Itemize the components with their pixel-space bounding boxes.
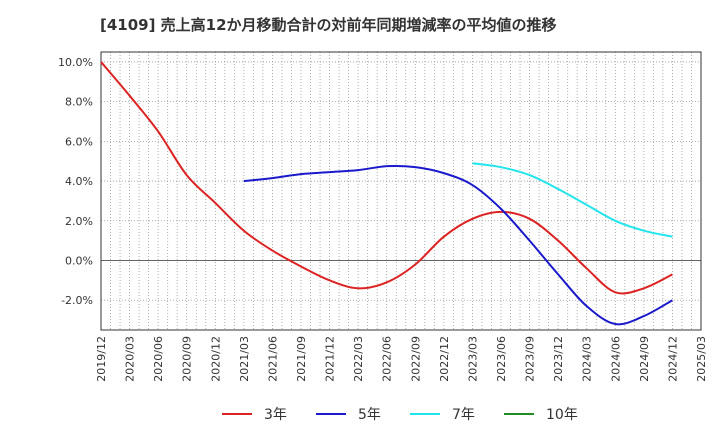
x-tick-label: 2024/06 <box>609 336 622 382</box>
y-tick-label: 2.0% <box>65 215 93 228</box>
x-tick-label: 2021/03 <box>238 336 251 382</box>
legend: 3年 5年 7年 10年 <box>222 407 578 423</box>
y-tick-label: 4.0% <box>65 175 93 188</box>
x-tick-label: 2022/09 <box>409 336 422 382</box>
x-tick-label: 2024/09 <box>638 336 651 382</box>
legend-label-1: 3年 <box>264 407 287 423</box>
legend-label-3: 7年 <box>452 407 475 423</box>
y-tick-label: 0.0% <box>65 255 93 268</box>
x-tick-labels: 2019/12 2020/03 2020/06 2020/09 2020/12 2021/… <box>95 336 708 382</box>
grid <box>100 52 702 330</box>
x-tick-label: 2020/12 <box>209 336 222 382</box>
x-tick-label: 2022/12 <box>438 336 451 382</box>
chart-title: [4109] 売上高12か月移動合計の対前年同期増減率の平均値の推移 <box>100 16 557 34</box>
x-tick-label: 2020/09 <box>181 336 194 382</box>
y-tick-label: 6.0% <box>65 135 93 148</box>
y-tick-label: -2.0% <box>61 294 93 307</box>
series-lines <box>100 61 673 326</box>
x-tick-label: 2023/12 <box>552 336 565 382</box>
x-tick-label: 2022/03 <box>352 336 365 382</box>
x-tick-label: 2020/06 <box>152 336 165 382</box>
x-tick-label: 2021/09 <box>295 336 308 382</box>
legend-label-2: 5年 <box>358 407 381 423</box>
y-tick-label: 10.0% <box>58 56 93 69</box>
x-tick-label: 2023/03 <box>466 336 479 382</box>
x-tick-label: 2024/03 <box>581 336 594 382</box>
series-line-1 <box>100 61 673 295</box>
series-line-2 <box>243 164 673 326</box>
axes <box>100 51 702 331</box>
x-tick-label: 2022/06 <box>381 336 394 382</box>
x-tick-label: 2025/03 <box>695 336 708 382</box>
y-tick-label: 8.0% <box>65 96 93 109</box>
x-tick-label: 2021/12 <box>324 336 337 382</box>
series-line-3 <box>472 162 673 238</box>
x-tick-label: 2023/09 <box>524 336 537 382</box>
x-tick-label: 2020/03 <box>124 336 137 382</box>
x-tick-label: 2023/06 <box>495 336 508 382</box>
legend-label-4: 10年 <box>546 407 578 423</box>
plot-frame <box>100 51 702 331</box>
x-tick-label: 2019/12 <box>95 336 108 382</box>
x-tick-label: 2024/12 <box>666 336 679 382</box>
x-tick-label: 2021/06 <box>266 336 279 382</box>
y-tick-labels: 10.0% 8.0% 6.0% 4.0% 2.0% 0.0% -2.0% <box>58 56 93 307</box>
